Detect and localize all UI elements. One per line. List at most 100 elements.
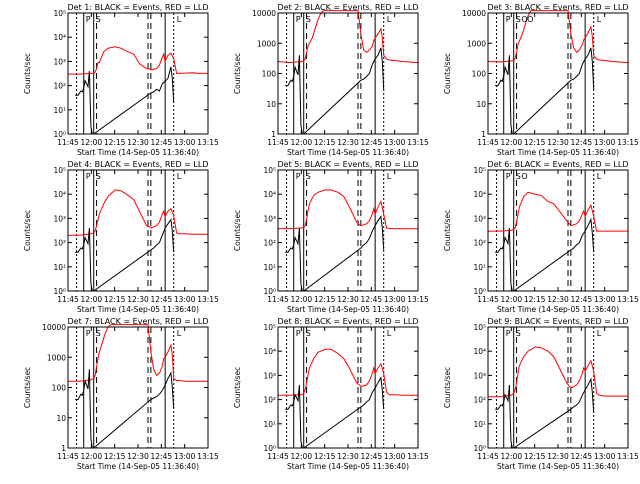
series-line-lld (488, 346, 628, 398)
y-tick-label: 10⁴ (53, 33, 66, 42)
y-tick-label: 10000 (42, 323, 66, 332)
y-tick-label: 10⁰ (53, 287, 66, 296)
x-tick-label: 12:30 (127, 295, 149, 304)
x-tick-label: 12:45 (571, 138, 593, 147)
y-tick-label: 10³ (473, 214, 486, 223)
event-marker-l: L (597, 329, 602, 338)
x-tick-label: 12:30 (337, 138, 359, 147)
y-tick-label: 10⁰ (473, 444, 486, 453)
x-tick-label: 13:15 (407, 452, 429, 461)
y-tick-label: 10⁴ (473, 347, 486, 356)
y-axis-label: Counts/sec (23, 53, 32, 94)
event-marker-p: P (86, 15, 91, 24)
x-axis-label: Start Time (14-Sep-05 11:36:40) (77, 462, 199, 471)
x-tick-label: 11:45 (57, 295, 79, 304)
x-tick-label: 12:45 (151, 138, 173, 147)
x-axis-label: Start Time (14-Sep-05 11:36:40) (497, 148, 619, 157)
y-tick-label: 10¹ (53, 263, 66, 272)
series-line-lld (487, 10, 629, 64)
y-tick-label: 10000 (252, 9, 276, 18)
event-marker-p: P (296, 329, 301, 338)
event-marker-s: S (516, 15, 521, 24)
chart-title: Det 9: BLACK = Events, RED = LLD (488, 317, 629, 326)
series-line-events (285, 376, 385, 449)
event-marker-p: P (296, 15, 301, 24)
x-tick-label: 13:15 (617, 452, 639, 461)
event-marker-l: L (387, 329, 392, 338)
x-tick-label: 12:15 (314, 452, 336, 461)
x-tick-label: 12:30 (337, 295, 359, 304)
y-tick-label: 10¹ (473, 420, 486, 429)
x-tick-label: 12:30 (127, 138, 149, 147)
x-tick-label: 12:15 (104, 138, 126, 147)
y-tick-label: 10⁵ (53, 166, 66, 175)
event-marker-s: S (306, 329, 311, 338)
y-tick-label: 10⁰ (263, 444, 276, 453)
y-axis-label: Counts/sec (443, 210, 452, 251)
x-tick-label: 13:00 (594, 295, 616, 304)
chart-panel-5: 11:45 12:00 12:15 12:30 12:45 13:00 13:15 10⁰ 10… (233, 160, 429, 314)
y-tick-label: 10⁴ (263, 347, 276, 356)
event-marker-p: P (506, 329, 511, 338)
x-tick-label: 12:00 (81, 138, 103, 147)
y-tick-label: 1000 (467, 39, 486, 48)
chart-panel-8: 11:45 12:00 12:15 12:30 12:45 13:00 13:15 10⁰ 10… (233, 317, 429, 471)
chart-title: Det 6: BLACK = Events, RED = LLD (488, 160, 629, 169)
y-tick-label: 10¹ (473, 263, 486, 272)
x-tick-label: 12:15 (524, 295, 546, 304)
y-tick-label: 10000 (462, 9, 486, 18)
x-axis-label: Start Time (14-Sep-05 11:36:40) (77, 148, 199, 157)
y-tick-label: 10¹ (263, 263, 276, 272)
x-tick-label: 13:00 (384, 138, 406, 147)
event-marker-l: L (597, 172, 602, 181)
y-tick-label: 10³ (53, 214, 66, 223)
y-axis-label: Counts/sec (233, 53, 242, 94)
x-tick-label: 11:45 (477, 138, 499, 147)
series-line-lld (68, 46, 208, 75)
y-tick-label: 10⁰ (263, 287, 276, 296)
x-tick-label: 12:45 (361, 138, 383, 147)
y-tick-label: 10² (263, 396, 276, 405)
x-tick-label: 11:45 (57, 138, 79, 147)
event-marker-l: L (177, 15, 182, 24)
chart-panel-4: 11:45 12:00 12:15 12:30 12:45 13:00 13:15 10⁰ 10… (23, 160, 219, 314)
event-marker-s: S (516, 329, 521, 338)
x-tick-label: 12:00 (501, 138, 523, 147)
event-marker-s: S (96, 15, 101, 24)
x-tick-label: 12:45 (361, 295, 383, 304)
x-tick-label: 12:30 (337, 452, 359, 461)
x-tick-label: 13:00 (174, 295, 196, 304)
y-axis-label: Counts/sec (23, 367, 32, 408)
chart-title: Det 4: BLACK = Events, RED = LLD (68, 160, 209, 169)
y-tick-label: 1000 (47, 353, 66, 362)
y-axis-label: Counts/sec (443, 367, 452, 408)
y-tick-label: 10³ (263, 214, 276, 223)
series-line-events (75, 218, 175, 292)
y-tick-label: 10³ (473, 371, 486, 380)
y-tick-label: 10 (56, 414, 66, 423)
x-tick-label: 13:15 (407, 295, 429, 304)
chart-title: Det 3: BLACK = Events, RED = LLD (488, 3, 629, 12)
y-tick-label: 100 (52, 384, 67, 393)
series-line-lld (277, 10, 419, 64)
y-tick-label: 10⁵ (473, 323, 486, 332)
y-tick-label: 10¹ (53, 106, 66, 115)
y-tick-label: 1 (271, 130, 276, 139)
event-marker-s: S (96, 329, 101, 338)
x-tick-label: 12:45 (151, 452, 173, 461)
x-tick-label: 12:00 (81, 452, 103, 461)
x-tick-label: 11:45 (477, 295, 499, 304)
event-marker-o: O (527, 15, 533, 24)
y-tick-label: 10⁴ (53, 190, 66, 199)
x-tick-label: 13:00 (384, 295, 406, 304)
y-axis-label: Counts/sec (443, 53, 452, 94)
event-marker-s: S (306, 15, 311, 24)
x-tick-label: 12:00 (501, 452, 523, 461)
series-line-events (75, 66, 175, 135)
event-marker-s: S (306, 172, 311, 181)
event-marker-l: L (387, 172, 392, 181)
chart-panel-7: 11:45 12:00 12:15 12:30 12:45 13:00 13:15 1 10 10… (23, 317, 219, 471)
event-marker-s: S (96, 172, 101, 181)
y-tick-label: 10⁵ (263, 166, 276, 175)
